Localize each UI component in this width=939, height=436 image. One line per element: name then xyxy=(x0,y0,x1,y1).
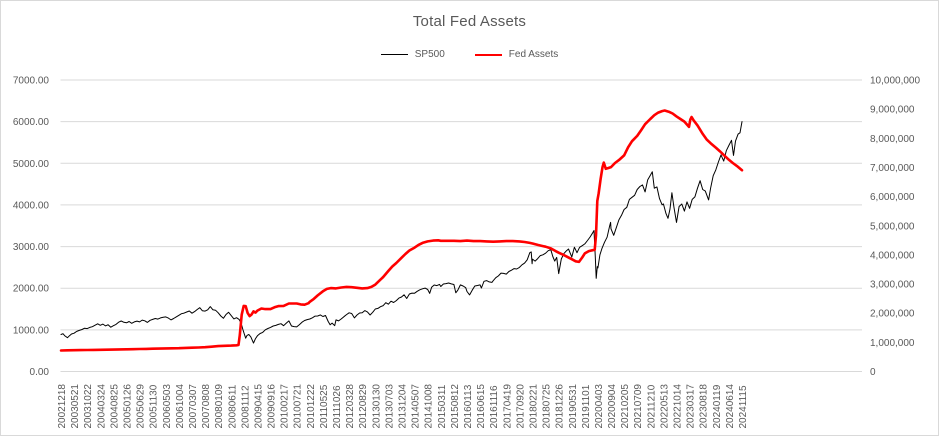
x-axis-label: 20200904 xyxy=(607,384,618,429)
y-axis-label-right: 3,000,000 xyxy=(870,280,915,291)
x-axis-label: 20021218 xyxy=(57,384,68,429)
legend-item-fed-assets[interactable]: Fed Assets xyxy=(474,49,559,60)
x-axis-label: 20191101 xyxy=(581,384,592,428)
x-axis-label: 20030521 xyxy=(70,384,81,429)
x-axis-label: 20180725 xyxy=(542,384,553,429)
x-axis-label: 20140507 xyxy=(411,384,422,429)
x-axis-label: 20210709 xyxy=(633,384,644,429)
x-axis-label: 20101222 xyxy=(306,384,317,429)
x-axis-label: 20090415 xyxy=(253,384,264,429)
y-axis-label-right: 8,000,000 xyxy=(870,134,915,145)
x-axis-label: 20241115 xyxy=(738,385,749,428)
x-axis-label: 20170920 xyxy=(515,384,526,429)
x-axis-label: 20211210 xyxy=(646,384,657,428)
x-axis-label: 20070808 xyxy=(201,384,212,429)
x-axis-label: 20141008 xyxy=(424,384,435,429)
y-axis-label-left: 6000.00 xyxy=(13,117,50,128)
x-axis-label: 20050126 xyxy=(122,384,133,429)
x-axis-label: 20061004 xyxy=(175,384,186,429)
chart-title: Total Fed Assets xyxy=(412,13,527,30)
x-axis-label: 20050629 xyxy=(136,384,147,429)
x-axis-label: 20081112 xyxy=(240,385,251,428)
y-axis-label-right: 7,000,000 xyxy=(870,163,915,174)
x-axis-label: 20181226 xyxy=(555,384,566,429)
y-axis-label-right: 5,000,000 xyxy=(870,221,915,232)
x-axis-label: 20240614 xyxy=(725,384,736,429)
y-axis-label-right: 6,000,000 xyxy=(870,192,915,203)
legend-label-sp500: SP500 xyxy=(414,49,445,60)
series-fed-assets xyxy=(59,109,744,352)
y-axis-label-right: 9,000,000 xyxy=(870,105,915,116)
y-axis-label-left: 3000.00 xyxy=(13,242,50,253)
x-axis-label: 20150311 xyxy=(437,384,448,428)
x-axis-label: 20060503 xyxy=(162,384,173,429)
x-axis-label: 20130130 xyxy=(371,384,382,429)
series-sp500 xyxy=(60,121,743,344)
legend: SP500 Fed Assets xyxy=(1,49,938,60)
y-axis-label-left: 1000.00 xyxy=(13,325,50,336)
y-axis-label-left: 4000.00 xyxy=(13,200,50,211)
y-axis-label-right: 0 xyxy=(870,367,876,378)
x-axis-label: 20100721 xyxy=(293,384,304,429)
x-axis-label: 20221014 xyxy=(673,384,684,429)
x-axis-label: 20090916 xyxy=(267,384,278,429)
y-axis-label-left: 5000.00 xyxy=(13,159,50,170)
x-axis-label: 20230818 xyxy=(699,384,710,429)
y-axis-label-left: 7000.00 xyxy=(13,76,50,87)
x-axis-label: 20150812 xyxy=(450,384,461,429)
x-axis-label: 20080611 xyxy=(227,384,238,428)
x-axis-label: 20110525 xyxy=(319,384,330,428)
x-axis-label: 20111026 xyxy=(332,385,343,428)
x-axis-label: 20200403 xyxy=(594,384,605,429)
x-axis-label: 20130703 xyxy=(384,384,395,429)
sp500-line-swatch xyxy=(380,54,408,55)
legend-item-sp500[interactable]: SP500 xyxy=(380,49,445,60)
x-axis-label: 20210205 xyxy=(620,384,631,429)
x-axis-label: 20070307 xyxy=(188,384,199,429)
y-axis-label-right: 4,000,000 xyxy=(870,250,915,261)
x-axis-label: 20230317 xyxy=(686,384,697,429)
x-axis-label: 20040825 xyxy=(109,384,120,429)
x-axis-label: 20161116 xyxy=(489,385,500,428)
x-axis-label: 20240119 xyxy=(712,384,723,428)
x-axis-label: 20220513 xyxy=(659,384,670,429)
x-axis-label: 20170419 xyxy=(502,384,513,429)
x-axis-label: 20160615 xyxy=(476,384,487,429)
x-axis-label: 20160113 xyxy=(463,384,474,428)
legend-label-fed-assets: Fed Assets xyxy=(508,49,559,60)
y-axis-label-right: 1,000,000 xyxy=(870,338,915,349)
x-axis-label: 20120829 xyxy=(358,384,369,429)
x-axis-label: 20031022 xyxy=(83,384,94,429)
y-axis-label-left: 2000.00 xyxy=(13,284,50,295)
x-axis-label: 20180221 xyxy=(528,384,539,429)
x-axis-label: 20100217 xyxy=(280,384,291,429)
y-axis-label-right: 10,000,000 xyxy=(870,76,920,87)
fed-assets-line-swatch xyxy=(474,53,502,56)
x-axis-label: 20040324 xyxy=(96,384,107,429)
x-axis-label: 20051130 xyxy=(149,384,160,428)
x-axis-label: 20120328 xyxy=(345,384,356,429)
x-axis-label: 20190531 xyxy=(568,384,579,429)
y-axis-label-left: 0.00 xyxy=(30,367,50,378)
x-axis-label: 20131204 xyxy=(398,384,409,429)
x-axis-label: 20080109 xyxy=(214,384,225,429)
y-axis-label-right: 2,000,000 xyxy=(870,309,915,320)
